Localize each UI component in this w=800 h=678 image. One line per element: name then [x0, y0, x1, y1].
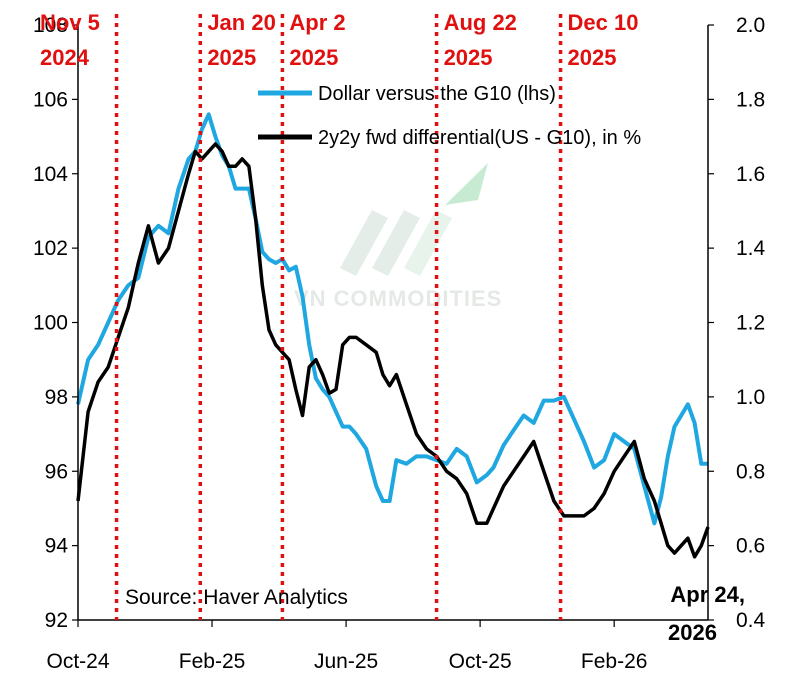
end-annotation-line2: 2026	[668, 620, 717, 645]
right-tick-label: 1.6	[736, 163, 765, 186]
watermark-bar-3-icon	[404, 210, 452, 276]
left-tick-label: 104	[33, 163, 68, 186]
event-year-label: 2025	[444, 45, 493, 70]
right-tick-label: 2.0	[736, 14, 765, 37]
right-tick-label: 1.8	[736, 88, 765, 111]
left-tick-label: 100	[33, 312, 68, 335]
source-note: Source: Haver Analytics	[125, 586, 348, 609]
left-tick-label: 108	[33, 14, 68, 37]
event-date-label: Apr 2	[289, 10, 345, 35]
right-tick-label: 0.6	[736, 535, 765, 558]
left-tick-label: 102	[33, 237, 68, 260]
event-markers: Nov 5 2024 Jan 20 2025 Apr 2 2025 Aug 22 2025 De…	[40, 10, 639, 620]
left-tick-label: 92	[45, 609, 68, 632]
right-tick-label: 1.2	[736, 312, 765, 335]
x-tick-label: Oct-24	[46, 650, 109, 673]
left-tick-label: 106	[33, 88, 68, 111]
left-tick-label: 94	[45, 535, 69, 558]
right-tick-label: 0.4	[736, 609, 766, 632]
end-annotation: Apr 24, 2026	[668, 582, 745, 645]
legend: Dollar versus the G10 (lhs) 2y2y fwd dif…	[258, 83, 641, 149]
series-line-dollar	[76, 112, 708, 526]
left-tick-label: 98	[45, 386, 68, 409]
x-tick-label: Oct-25	[449, 650, 512, 673]
watermark-text: VN COMMODITIES	[294, 286, 502, 311]
x-tick-label: Jun-25	[314, 650, 378, 673]
event-date-label: Jan 20	[207, 10, 276, 35]
watermark-bar-1-icon	[340, 210, 388, 276]
plot-area	[76, 112, 710, 559]
right-tick-label: 1.0	[736, 386, 765, 409]
left-tick-label: 96	[45, 460, 68, 483]
right-tick-label: 0.8	[736, 460, 765, 483]
event-date-label: Dec 10	[568, 10, 639, 35]
end-annotation-line1: Apr 24,	[670, 582, 745, 607]
legend-label-differential: 2y2y fwd differential(US - G10), in %	[318, 127, 641, 149]
event-date-label: Aug 22	[444, 10, 517, 35]
event-year-label: 2025	[207, 45, 256, 70]
watermark-logo: VN COMMODITIES	[294, 163, 502, 311]
watermark-bar-2-icon	[372, 210, 420, 276]
legend-label-dollar: Dollar versus the G10 (lhs)	[318, 83, 556, 105]
watermark-arrow-icon	[445, 163, 488, 205]
axes: 92 94 96 98 100 102 104 106 108 0.4 0.6 0.8 1.0 1.2 1.…	[33, 14, 766, 673]
event-year-label: 2025	[568, 45, 617, 70]
event-year-label: 2025	[289, 45, 338, 70]
x-tick-label: Feb-26	[581, 650, 648, 673]
series-line-differential	[76, 142, 710, 559]
event-date-label: Nov 5	[40, 10, 100, 35]
right-tick-label: 1.4	[736, 237, 766, 260]
x-tick-label: Feb-25	[179, 650, 246, 673]
event-year-label: 2024	[40, 45, 90, 70]
